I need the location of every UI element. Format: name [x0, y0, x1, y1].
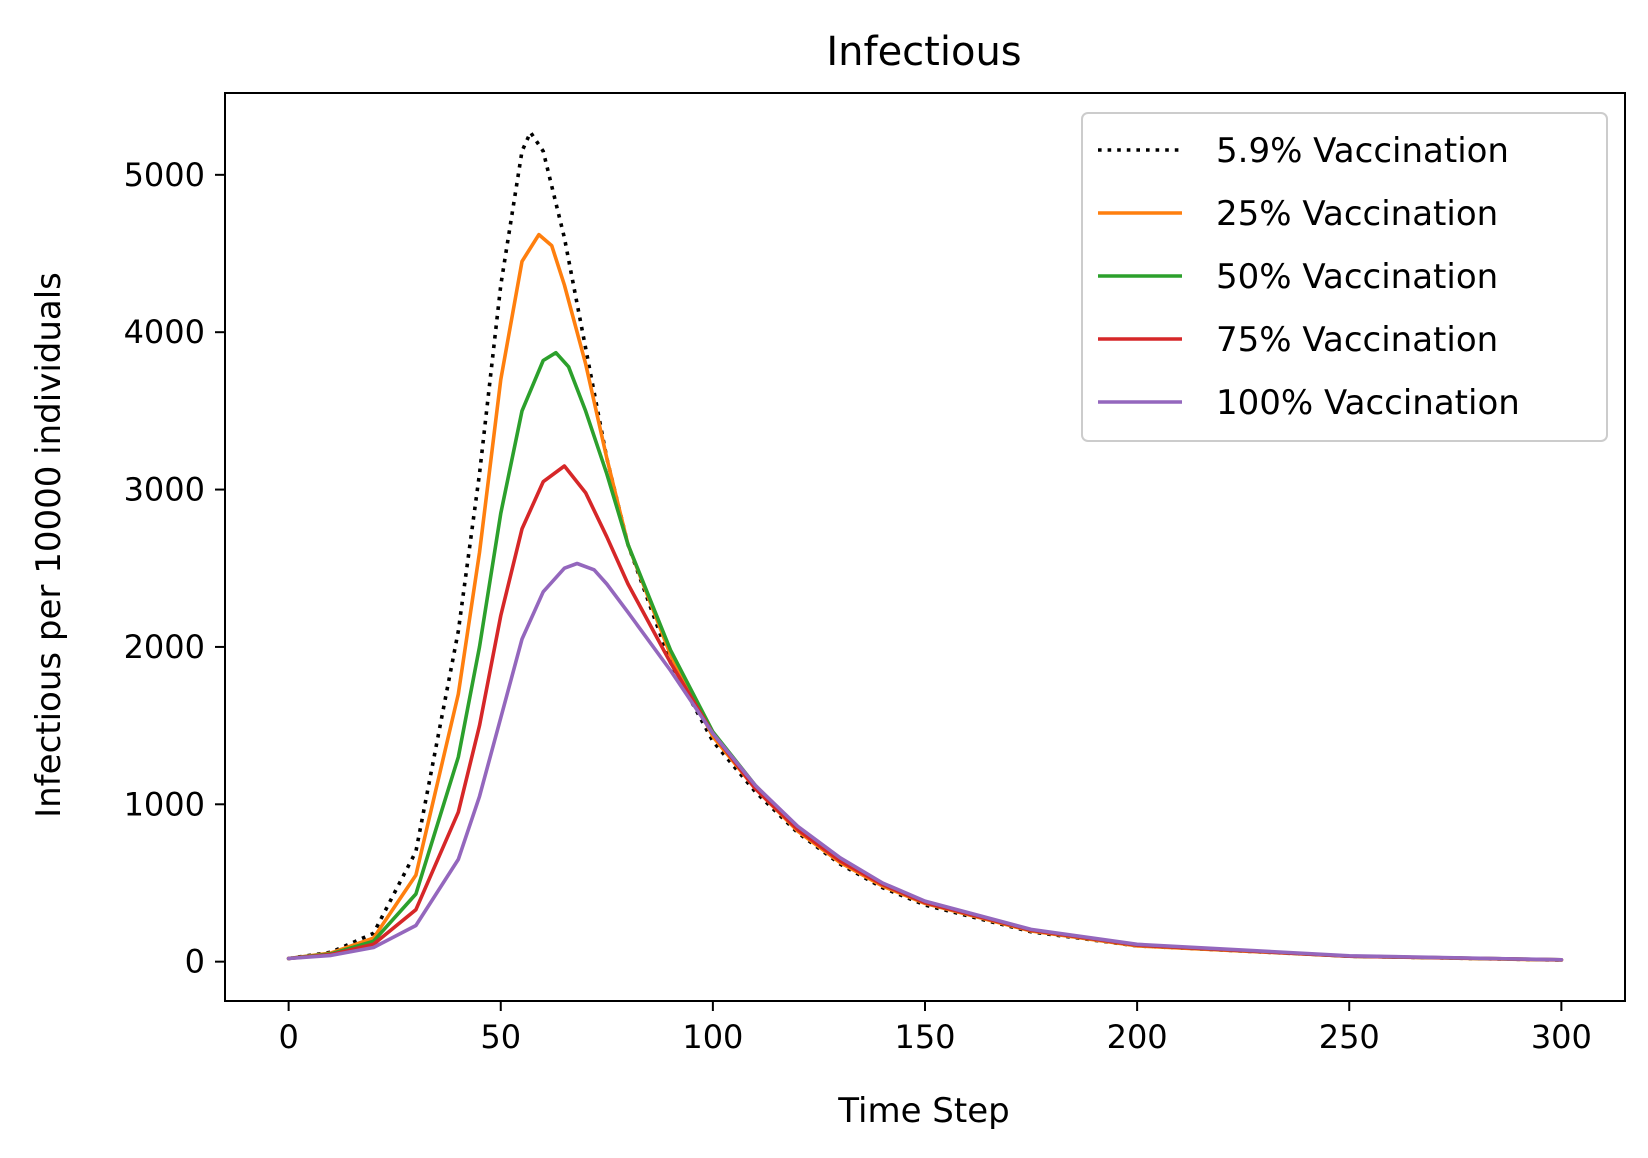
plot-lines [286, 130, 1564, 962]
y-tick-label: 4000 [124, 313, 205, 351]
legend-label: 5.9% Vaccination [1216, 131, 1509, 171]
x-tick-label: 100 [682, 1018, 743, 1056]
legend-label: 50% Vaccination [1216, 257, 1498, 297]
y-tick-label: 1000 [124, 785, 205, 823]
legend: 5.9% Vaccination 25% Vaccination 50% Vacci… [1081, 112, 1608, 442]
plot-frame [224, 92, 1626, 1002]
x-tick-label: 200 [1107, 1018, 1168, 1056]
legend-label: 25% Vaccination [1216, 194, 1498, 234]
legend-box [1081, 112, 1608, 442]
x-tick-label: 50 [480, 1018, 521, 1056]
y-axis-label: Infectious per 10000 individuals [29, 272, 69, 818]
x-tick-label: 0 [278, 1018, 298, 1056]
series-line-5 [286, 561, 1564, 962]
chart-title: Infectious [826, 29, 1021, 75]
y-tick-label: 0 [185, 943, 205, 981]
y-tick-label: 5000 [124, 156, 205, 194]
y-axis: 0 1000 2000 3000 4000 5000 [124, 156, 225, 981]
x-tick-label: 300 [1531, 1018, 1592, 1056]
x-tick-label: 150 [894, 1018, 955, 1056]
legend-label: 75% Vaccination [1216, 320, 1498, 360]
x-tick-label: 250 [1319, 1018, 1380, 1056]
y-tick-label: 3000 [124, 471, 205, 509]
y-tick-label: 2000 [124, 628, 205, 666]
x-axis: 0 50 100 150 200 250 300 [278, 1001, 1592, 1056]
legend-label: 100% Vaccination [1216, 383, 1520, 423]
x-axis-label: Time Step [837, 1091, 1009, 1131]
series-line-1 [288, 130, 1562, 962]
